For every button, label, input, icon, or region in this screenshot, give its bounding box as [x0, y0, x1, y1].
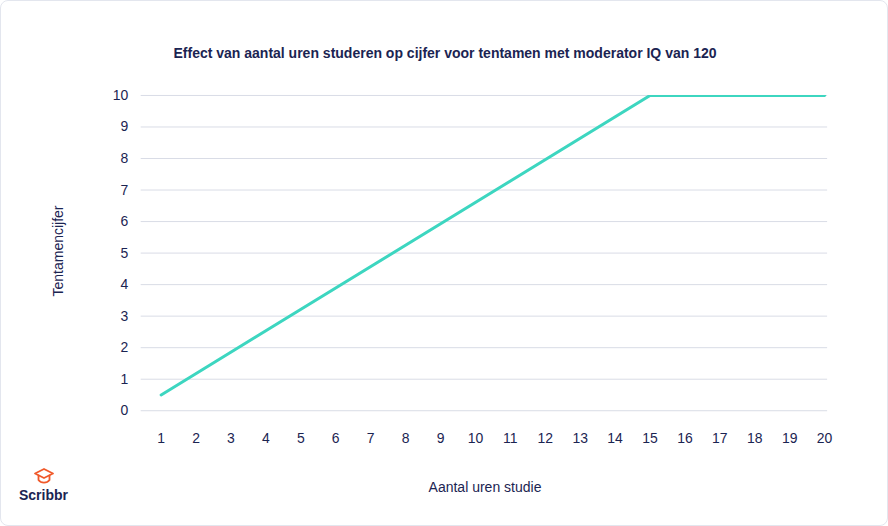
- html-text:Tentamencijfer: Tentamencijfer: [50, 205, 66, 297]
- svg-text:5: 5: [297, 430, 305, 446]
- svg-text:20: 20: [817, 430, 833, 446]
- svg-text:15: 15: [642, 430, 658, 446]
- html-text:Aantal uren studie: Aantal uren studie: [428, 479, 542, 495]
- svg-text:16: 16: [677, 430, 693, 446]
- svg-text:0: 0: [120, 402, 128, 418]
- svg-text:4: 4: [262, 430, 270, 446]
- svg-text:10: 10: [468, 430, 484, 446]
- svg-text:8: 8: [402, 430, 410, 446]
- svg-text:18: 18: [747, 430, 763, 446]
- svg-text:2: 2: [120, 339, 128, 355]
- svg-text:6: 6: [332, 430, 340, 446]
- svg-text:6: 6: [120, 213, 128, 229]
- svg-text:14: 14: [607, 430, 623, 446]
- svg-text:7: 7: [367, 430, 375, 446]
- svg-text:3: 3: [120, 308, 128, 324]
- svg-text:1: 1: [120, 371, 128, 387]
- svg-text:12: 12: [538, 430, 554, 446]
- svg-text:4: 4: [120, 276, 128, 292]
- svg-text:2: 2: [192, 430, 200, 446]
- svg-text:3: 3: [227, 430, 235, 446]
- html-text:Scribbr: Scribbr: [19, 487, 68, 503]
- svg-text:13: 13: [572, 430, 588, 446]
- svg-text:9: 9: [437, 430, 445, 446]
- svg-text:17: 17: [712, 430, 728, 446]
- svg-text:8: 8: [120, 150, 128, 166]
- svg-text:11: 11: [503, 430, 518, 446]
- svg-text:19: 19: [782, 430, 798, 446]
- svg-text:1: 1: [157, 430, 165, 446]
- html-text:Effect van aantal uren studere: Effect van aantal uren studeren op cijfe…: [173, 45, 717, 61]
- svg-text:10: 10: [113, 87, 129, 103]
- svg-text:5: 5: [120, 245, 128, 261]
- svg-text:7: 7: [120, 182, 128, 198]
- svg-text:9: 9: [120, 118, 128, 134]
